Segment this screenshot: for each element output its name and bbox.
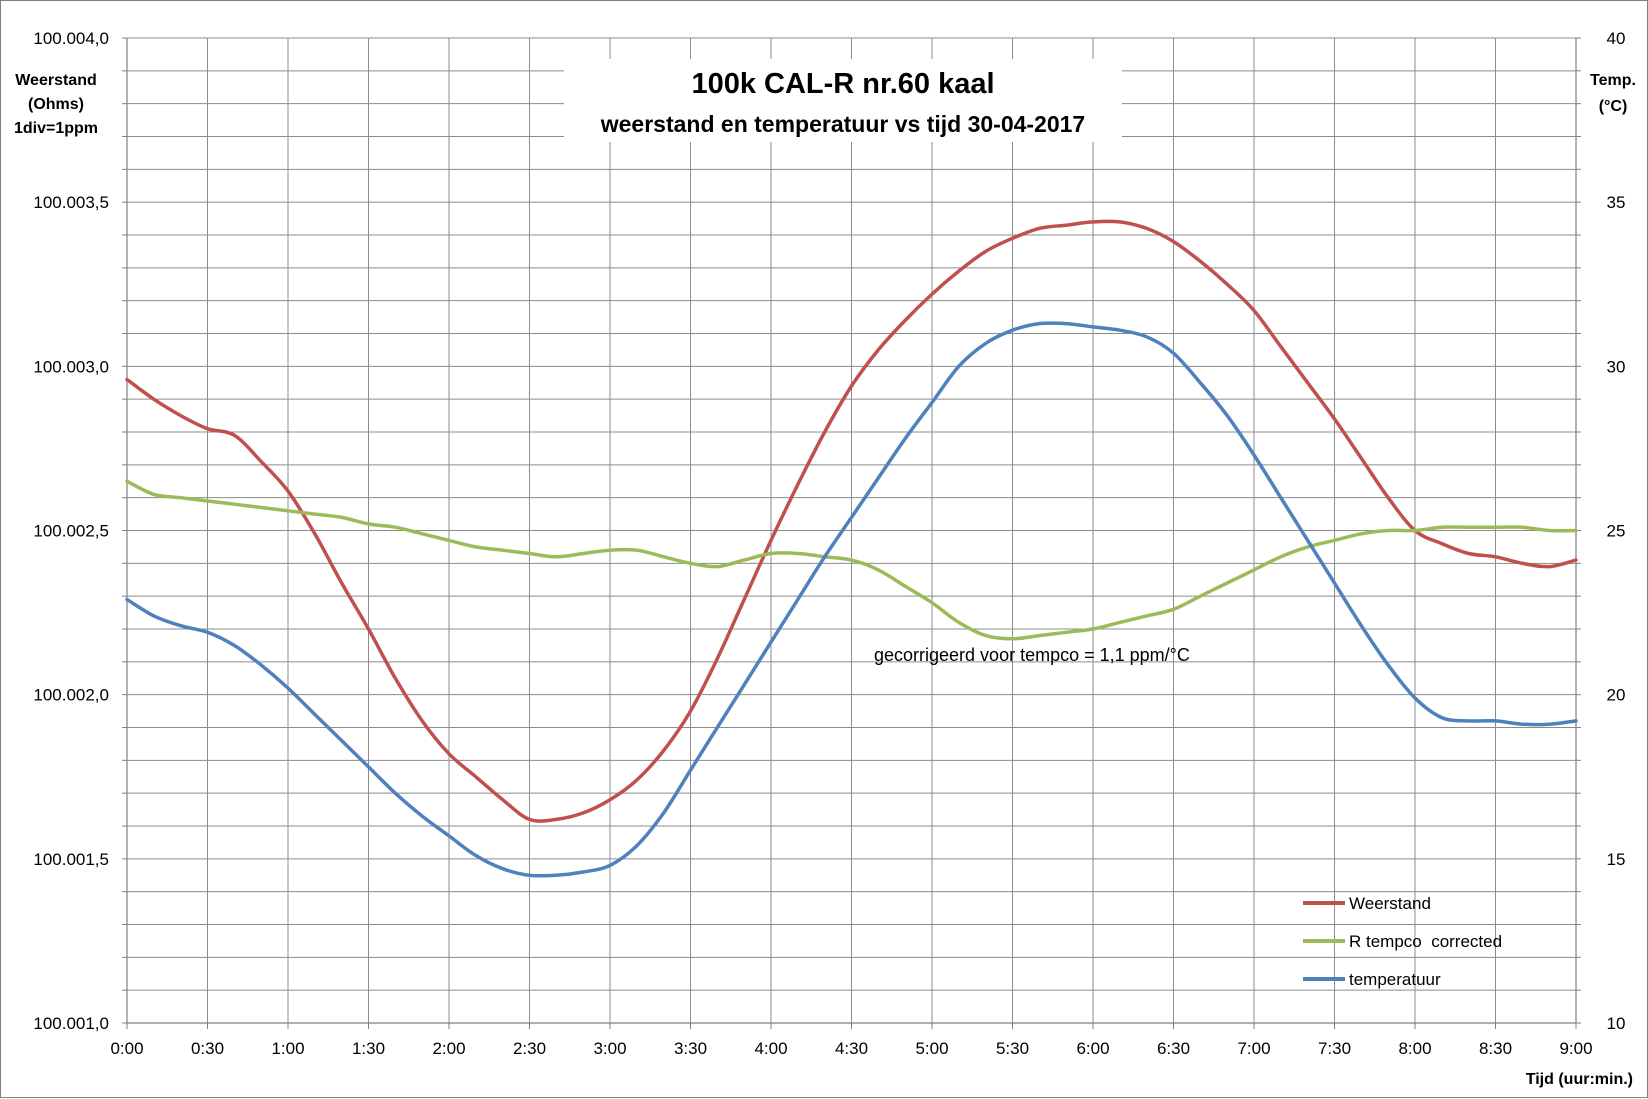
- chart-subtitle: weerstand en temperatuur vs tijd 30-04-2…: [600, 111, 1085, 137]
- y-right-tick-label: 10: [1607, 1014, 1626, 1033]
- legend-label-weerstand: Weerstand: [1349, 894, 1431, 913]
- series-line-r-tempco-corrected: [125, 479, 1578, 641]
- x-tick-label: 6:00: [1076, 1039, 1109, 1058]
- y-left-tick-label: 100.003,5: [33, 193, 109, 212]
- x-tick-label: 4:00: [754, 1039, 787, 1058]
- x-tick-label: 9:00: [1559, 1039, 1592, 1058]
- y-right-title-line-2: (°C): [1599, 98, 1628, 115]
- series-layer: [125, 219, 1578, 878]
- x-tick-label: 4:30: [835, 1039, 868, 1058]
- legend-label-temperatuur: temperatuur: [1349, 970, 1441, 989]
- x-tick-label: 8:00: [1398, 1039, 1431, 1058]
- x-tick-label: 7:00: [1237, 1039, 1270, 1058]
- y-right-tick-label: 20: [1607, 686, 1626, 705]
- x-tick-label: 0:30: [191, 1039, 224, 1058]
- y-left-tick-label: 100.002,0: [33, 686, 109, 705]
- chart-title: 100k CAL-R nr.60 kaal: [691, 68, 994, 100]
- x-axis-title: Tijd (uur:min.): [1526, 1071, 1633, 1088]
- x-tick-label: 3:30: [674, 1039, 707, 1058]
- x-tick-label: 2:00: [432, 1039, 465, 1058]
- y-left-tick-label: 100.002,5: [33, 522, 109, 541]
- x-tick-label: 1:00: [271, 1039, 304, 1058]
- x-tick-label: 5:30: [996, 1039, 1029, 1058]
- y-left-title-line-3: 1div=1ppm: [14, 120, 98, 137]
- x-tick-label: 6:30: [1157, 1039, 1190, 1058]
- y-left-title-line-1: Weerstand: [15, 72, 97, 89]
- x-tick-label: 8:30: [1479, 1039, 1512, 1058]
- x-tick-label: 0:00: [110, 1039, 143, 1058]
- y-right-title-line-1: Temp.: [1590, 72, 1636, 89]
- y-left-tick-label: 100.004,0: [33, 29, 109, 48]
- y-right-tick-label: 30: [1607, 357, 1626, 376]
- series-line-weerstand: [125, 219, 1578, 823]
- x-tick-label: 3:00: [593, 1039, 626, 1058]
- y-left-tick-label: 100.003,0: [33, 357, 109, 376]
- y-right-tick-label: 15: [1607, 850, 1626, 869]
- x-tick-label: 5:00: [915, 1039, 948, 1058]
- x-tick-label: 1:30: [352, 1039, 385, 1058]
- grid-layer: [126, 37, 1577, 1024]
- tempco-annotation: gecorrigeerd voor tempco = 1,1 ppm/°C: [874, 645, 1190, 665]
- legend: Weerstand R tempco corrected temperatuur: [1303, 894, 1502, 989]
- y-left-tick-label: 100.001,5: [33, 850, 109, 869]
- x-tick-label: 2:30: [513, 1039, 546, 1058]
- y-right-tick-label: 25: [1607, 522, 1626, 541]
- y-right-tick-label: 35: [1607, 193, 1626, 212]
- legend-label-r-tempco-corrected: R tempco corrected: [1349, 932, 1502, 951]
- x-tick-label: 7:30: [1318, 1039, 1351, 1058]
- y-left-title-line-2: (Ohms): [28, 96, 84, 113]
- y-left-tick-label: 100.001,0: [33, 1014, 109, 1033]
- series-line-temperatuur: [125, 321, 1578, 878]
- y-right-tick-label: 40: [1607, 29, 1626, 48]
- axis-layer: 0:00 0:30 1:00 1:30 2:00 2:30 3:00 3:30 4:00 4:30…: [33, 29, 1625, 1058]
- title-box: [564, 59, 1122, 142]
